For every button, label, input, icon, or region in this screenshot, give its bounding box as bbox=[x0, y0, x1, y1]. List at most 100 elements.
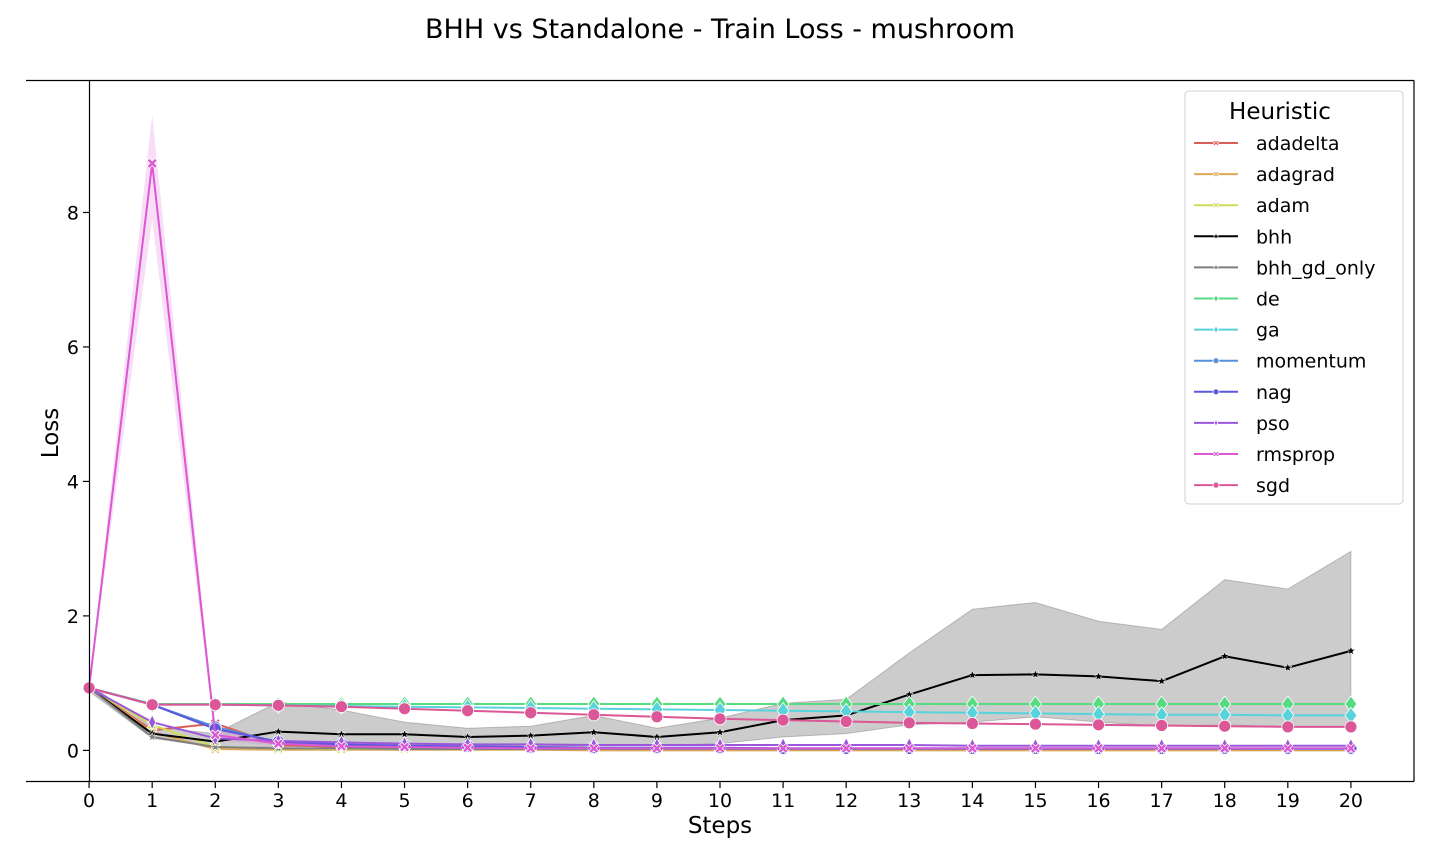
data-point-rmsprop bbox=[272, 738, 284, 750]
data-point-bhh bbox=[588, 727, 599, 737]
legend-item-de: de bbox=[1194, 289, 1280, 311]
plot-area bbox=[82, 114, 1358, 756]
y-tick-label: 6 bbox=[67, 337, 79, 359]
x-tick-label: 8 bbox=[588, 790, 600, 812]
data-point-rmsprop bbox=[1092, 742, 1105, 754]
data-point-rmsprop bbox=[651, 742, 663, 754]
x-tick-label: 7 bbox=[525, 790, 537, 812]
legend-item-sgd: sgd bbox=[1194, 475, 1290, 497]
data-point-bhh bbox=[1156, 675, 1167, 686]
data-point-sgd bbox=[208, 698, 222, 712]
legend-label: nag bbox=[1256, 382, 1292, 404]
legend-item-ga: ga bbox=[1194, 320, 1280, 342]
y-tick-label: 4 bbox=[67, 471, 79, 493]
legend-label: ga bbox=[1256, 320, 1280, 342]
legend-item-rmsprop: rmsprop bbox=[1194, 444, 1335, 466]
x-tick-label: 6 bbox=[462, 790, 474, 812]
legend-marker bbox=[1212, 139, 1220, 147]
data-point-bhh_gd_only bbox=[147, 731, 158, 742]
legend-marker bbox=[1212, 232, 1220, 240]
data-point-pso bbox=[148, 714, 157, 731]
data-point-bhh bbox=[1093, 671, 1104, 681]
x-tick-label: 14 bbox=[960, 790, 984, 812]
x-tick-label: 20 bbox=[1339, 790, 1363, 812]
series-rmsprop bbox=[83, 157, 1357, 754]
legend-marker bbox=[1212, 263, 1220, 271]
x-tick-label: 18 bbox=[1213, 790, 1237, 812]
legend-label: sgd bbox=[1256, 475, 1290, 497]
data-point-bhh bbox=[967, 669, 978, 680]
legend-marker bbox=[1213, 418, 1219, 428]
legend-item-nag: nag bbox=[1194, 382, 1292, 404]
data-point-bhh bbox=[1219, 651, 1230, 661]
x-tick-label: 11 bbox=[771, 790, 795, 812]
data-point-rmsprop bbox=[1029, 742, 1042, 754]
data-point-bhh_gd_only bbox=[210, 741, 221, 752]
data-point-rmsprop bbox=[714, 742, 726, 754]
data-point-sgd bbox=[1344, 720, 1358, 734]
x-axis-ticks: 0 1 2 3 4 5 6 7 8 9 10 11 12 13 14 15 16 17 18 19 20 bbox=[83, 782, 1363, 812]
data-point-rmsprop bbox=[525, 742, 537, 754]
y-axis-label: Loss bbox=[38, 408, 64, 458]
x-tick-label: 4 bbox=[335, 790, 347, 812]
data-point-bhh bbox=[1345, 645, 1356, 656]
data-point-sgd bbox=[776, 713, 790, 727]
data-point-rmsprop bbox=[777, 742, 789, 754]
data-point-rmsprop bbox=[1345, 742, 1357, 754]
legend-label: adagrad bbox=[1256, 164, 1335, 186]
data-point-sgd bbox=[965, 717, 979, 730]
data-point-rmsprop bbox=[840, 742, 852, 754]
x-tick-label: 2 bbox=[209, 790, 221, 812]
data-point-sgd bbox=[145, 698, 159, 712]
data-point-sgd bbox=[461, 704, 475, 718]
legend-label: pso bbox=[1256, 413, 1290, 435]
data-point-rmsprop bbox=[335, 740, 348, 752]
legend-marker bbox=[1212, 170, 1220, 178]
x-tick-label: 3 bbox=[272, 790, 284, 812]
data-point-rmsprop bbox=[1156, 742, 1168, 754]
data-point-rmsprop bbox=[966, 742, 978, 754]
data-point-sgd bbox=[335, 700, 348, 714]
data-point-sgd bbox=[839, 715, 853, 728]
legend-label: rmsprop bbox=[1256, 444, 1335, 466]
data-point-sgd bbox=[1281, 720, 1295, 734]
legend-label: adam bbox=[1256, 195, 1310, 217]
data-point-sgd bbox=[1029, 717, 1042, 731]
legend-item-adam: adam bbox=[1194, 195, 1310, 217]
data-point-rmsprop bbox=[588, 742, 600, 754]
x-tick-label: 0 bbox=[83, 790, 95, 812]
legend-item-momentum: momentum bbox=[1194, 351, 1366, 373]
y-tick-label: 0 bbox=[67, 740, 79, 762]
legend-item-bhh_gd_only: bhh_gd_only bbox=[1194, 257, 1375, 279]
x-tick-label: 15 bbox=[1023, 790, 1047, 812]
data-point-rmsprop bbox=[903, 742, 915, 754]
x-tick-label: 16 bbox=[1086, 790, 1110, 812]
data-point-bhh bbox=[1282, 662, 1293, 672]
data-point-rmsprop bbox=[462, 742, 474, 754]
legend-label: bhh bbox=[1256, 226, 1292, 248]
x-tick-label: 19 bbox=[1276, 790, 1300, 812]
legend-marker bbox=[1212, 388, 1220, 396]
y-tick-label: 8 bbox=[67, 202, 79, 224]
y-axis-ticks: 0 2 4 6 8 bbox=[67, 202, 90, 762]
series-sgd bbox=[82, 681, 1358, 734]
data-point-sgd bbox=[650, 710, 664, 724]
data-point-sgd bbox=[587, 708, 601, 722]
legend-marker bbox=[1212, 201, 1220, 209]
x-tick-label: 17 bbox=[1150, 790, 1174, 812]
x-tick-label: 5 bbox=[398, 790, 410, 812]
data-point-sgd bbox=[271, 698, 285, 712]
y-tick-label: 2 bbox=[67, 606, 79, 628]
legend-label: bhh_gd_only bbox=[1256, 257, 1375, 279]
data-point-sgd bbox=[1155, 719, 1169, 732]
legend-box bbox=[1184, 90, 1404, 505]
data-point-bhh bbox=[715, 727, 725, 737]
legend-label: momentum bbox=[1256, 351, 1366, 373]
chart-title: BHH vs Standalone - Train Loss - mushroo… bbox=[425, 14, 1015, 45]
data-point-sgd bbox=[713, 712, 727, 726]
data-point-sgd bbox=[1092, 718, 1105, 732]
data-point-sgd bbox=[398, 702, 411, 716]
legend: Heuristic adadelta adagrad adam bhh bhh_gd_o… bbox=[1184, 90, 1404, 505]
x-tick-label: 13 bbox=[897, 790, 921, 812]
